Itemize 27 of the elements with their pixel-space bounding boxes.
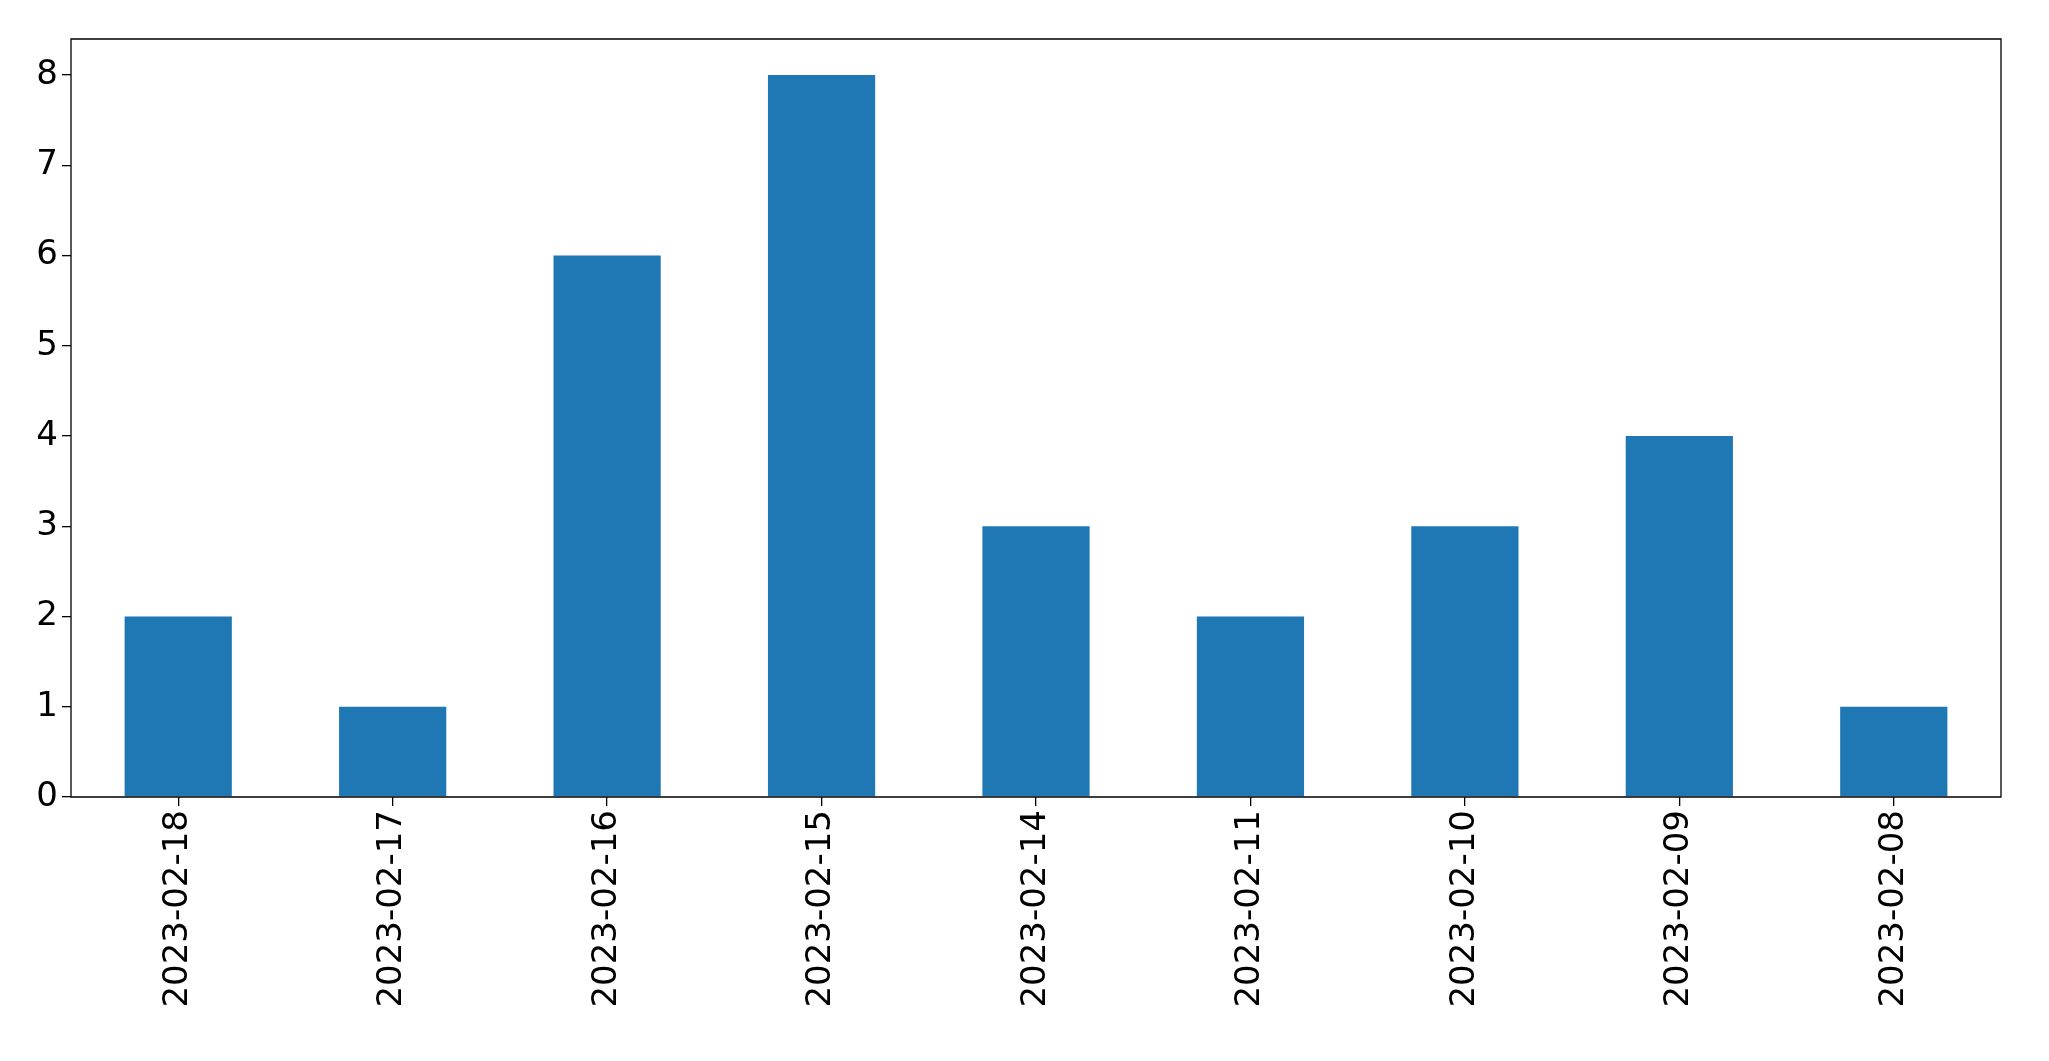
bar (1196, 616, 1305, 797)
y-tick-label: 3 (36, 503, 58, 544)
y-tick-label: 6 (36, 232, 58, 273)
x-tick-label: 2023-02-17 (369, 810, 410, 1008)
x-tick-label: 2023-02-09 (1656, 810, 1697, 1008)
y-tick-label: 2 (36, 593, 58, 634)
y-tick-label: 4 (36, 412, 58, 453)
y-tick-label: 1 (36, 683, 58, 724)
y-tick-label: 8 (36, 51, 58, 92)
bar (767, 75, 876, 797)
x-tick-label: 2023-02-18 (155, 810, 196, 1008)
x-tick-label: 2023-02-08 (1870, 810, 1911, 1008)
bar (553, 255, 661, 797)
x-tick-label: 2023-02-16 (583, 810, 624, 1008)
bar (982, 526, 1090, 797)
x-tick-label: 2023-02-10 (1441, 810, 1482, 1008)
y-tick-label: 7 (36, 142, 58, 183)
y-tick-label: 0 (36, 773, 58, 814)
x-tick-label: 2023-02-15 (798, 810, 839, 1008)
bar (1840, 706, 1948, 797)
bar (1411, 526, 1519, 797)
bar (1625, 436, 1733, 797)
x-tick-label: 2023-02-14 (1012, 810, 1053, 1008)
y-tick-label: 5 (36, 322, 58, 363)
bar (339, 706, 447, 797)
bar (124, 616, 232, 797)
x-tick-label: 2023-02-11 (1227, 810, 1268, 1008)
